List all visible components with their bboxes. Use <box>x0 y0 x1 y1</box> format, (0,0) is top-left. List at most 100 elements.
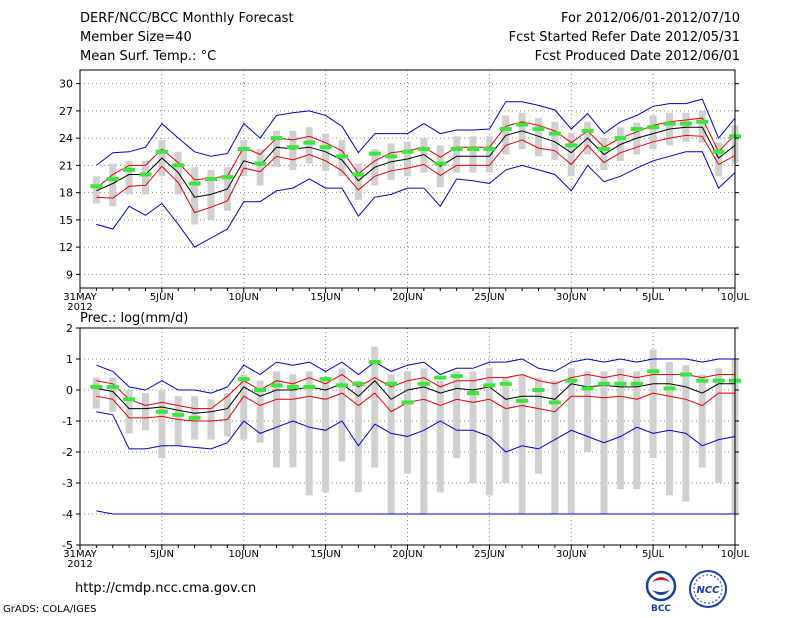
y-tick-label: 15 <box>59 214 73 227</box>
observed-marker <box>450 147 463 152</box>
x-year-label: 2012 <box>67 559 92 570</box>
forecast-start-date: Fcst Started Refer Date 2012/05/31 <box>508 30 740 45</box>
ensemble-spread-bar <box>535 118 542 157</box>
x-tick-label: 15JUN <box>310 549 340 560</box>
observed-marker <box>712 149 725 154</box>
observed-marker <box>303 384 316 389</box>
observed-marker <box>286 145 299 150</box>
ensemble-spread-bar <box>338 368 346 462</box>
ensemble-spread-bar <box>567 368 575 514</box>
ensemble-spread-bar <box>420 368 428 514</box>
ensemble-spread-bar <box>649 115 657 150</box>
chart-panel-1: 9 12 15 18 21 24 27 30 31MAY 5JUN 10JUN 15JUN 20JUN 2… <box>59 69 750 313</box>
ensemble-spread-bar <box>322 377 330 493</box>
observed-marker <box>434 161 447 166</box>
bcc-logo: BCC <box>645 570 677 612</box>
observed-marker <box>188 415 201 420</box>
x-tick-label: 15JUN <box>310 292 340 303</box>
y-tick-label: -3 <box>62 477 73 490</box>
observed-marker <box>401 149 414 154</box>
observed-marker <box>565 143 578 148</box>
observed-marker <box>467 391 479 396</box>
x-tick-label: 10JUL <box>721 292 750 303</box>
observed-marker <box>205 177 217 181</box>
observed-marker <box>417 147 430 152</box>
observed-marker <box>532 127 545 132</box>
y-tick-label: -2 <box>62 446 73 459</box>
ensemble-spread-bar <box>551 380 559 514</box>
chart-title: DERF/NCC/BCC Monthly Forecast <box>80 11 294 26</box>
observed-marker <box>155 149 168 154</box>
ensemble-spread-bar <box>125 160 133 195</box>
observed-marker <box>598 381 610 386</box>
ensemble-spread-bar <box>436 380 444 493</box>
observed-marker <box>254 388 267 392</box>
series-line-upper <box>96 117 736 189</box>
source-url[interactable]: http://cmdp.ncc.cma.gov.cn <box>75 581 257 596</box>
observed-marker <box>614 381 627 386</box>
observed-marker <box>548 400 561 405</box>
series-line-min <box>96 151 736 248</box>
observed-marker <box>630 381 643 386</box>
observed-marker <box>270 383 283 388</box>
series-line-max <box>96 358 735 394</box>
observed-marker <box>467 147 479 152</box>
observed-marker <box>614 136 627 141</box>
chart-panel-2: -5 -4 -3 -2 -1 0 1 2 31MAY 5JUN 10JUN 15JUN 20JUN 25J… <box>62 311 750 570</box>
x-tick-label: 5JUL <box>642 292 665 303</box>
observed-marker <box>663 121 676 126</box>
observed-marker <box>483 147 496 152</box>
observed-marker <box>581 128 594 133</box>
series-line-lower <box>96 134 736 214</box>
observed-marker <box>155 409 168 414</box>
observed-marker <box>516 398 529 403</box>
ensemble-spread-bar <box>616 368 624 490</box>
series-line-mean <box>96 379 735 414</box>
observed-marker <box>385 154 398 159</box>
observed-marker <box>303 140 316 145</box>
grads-credit: GrADS: COLA/IGES <box>3 604 97 615</box>
ensemble-spread-bar <box>715 142 723 177</box>
observed-marker <box>319 377 332 382</box>
ensemble-spread-bar <box>535 377 542 474</box>
ensemble-spread-bar <box>715 368 723 483</box>
ensemble-spread-bar <box>354 163 362 200</box>
x-tick-label: 5JUL <box>642 549 665 560</box>
observed-marker <box>336 383 348 388</box>
header-right: For 2012/06/01-2012/07/10 Fcst Started R… <box>509 9 740 66</box>
observed-marker <box>270 136 283 141</box>
y-tick-label: 27 <box>59 105 73 118</box>
ensemble-spread-bar <box>649 349 657 459</box>
ncc-logo: NCC <box>689 570 727 608</box>
observed-marker <box>336 154 348 159</box>
observed-marker <box>90 184 103 189</box>
ensemble-spread-bar <box>174 396 182 446</box>
series-line-mean <box>96 126 736 198</box>
ensemble-spread-bar <box>240 374 248 440</box>
series-line-min <box>96 411 736 453</box>
y-tick-label: 0 <box>66 384 73 397</box>
y-tick-label: 1 <box>66 353 73 366</box>
ensemble-spread-bar <box>567 132 575 177</box>
bcc-logo-ring <box>645 570 677 602</box>
ensemble-spread-bar <box>666 362 673 496</box>
x-year-label: 2012 <box>67 302 92 313</box>
ensemble-spread-bar <box>256 380 264 443</box>
x-tick-label: 31MAY <box>63 292 97 303</box>
observed-marker <box>483 383 496 388</box>
ensemble-spread-bar <box>698 374 706 468</box>
ensemble-spread-bar <box>584 371 592 452</box>
ensemble-spread-bar <box>453 136 461 173</box>
ensemble-spread-bar <box>191 167 199 225</box>
header-left: DERF/NCC/BCC Monthly Forecast Member Siz… <box>80 9 294 66</box>
observed-marker <box>499 127 512 132</box>
observed-marker <box>647 369 660 374</box>
ensemble-spread-bar <box>469 136 477 173</box>
series-line-max <box>96 98 736 166</box>
member-size: Member Size=40 <box>80 30 192 45</box>
variable-label: Mean Surf. Temp.: °C <box>80 49 217 64</box>
observed-marker <box>172 412 185 417</box>
x-tick-label: 10JUN <box>229 292 259 303</box>
ensemble-spread-bar <box>109 163 117 207</box>
series-line-lower <box>96 392 735 422</box>
